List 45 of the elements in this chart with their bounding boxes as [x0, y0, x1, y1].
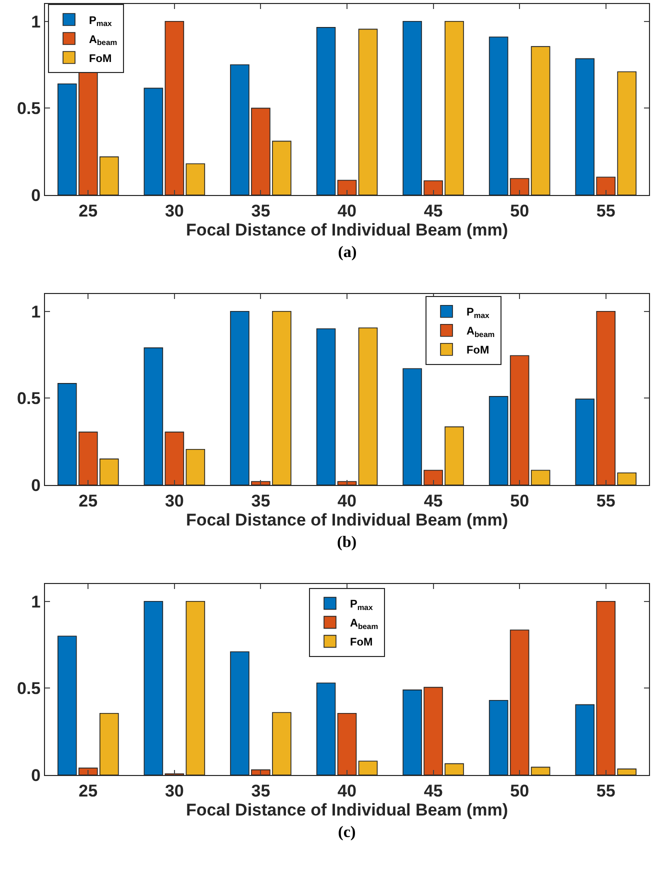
- legend-label: A$_{beam}$: [466, 326, 495, 340]
- x-tick-label: 45: [424, 781, 443, 800]
- x-tick-label: 40: [338, 201, 356, 220]
- legend-label: P$_{max}$: [350, 598, 374, 612]
- x-tick-label: 35: [251, 781, 270, 800]
- text: (c): [338, 824, 356, 841]
- y-tick-label: 1: [31, 302, 41, 322]
- x-tick-label: 45: [424, 491, 443, 510]
- legend-label: FoM: [350, 636, 373, 649]
- legend-label: P$_{max}$: [466, 306, 490, 320]
- x-tick-label: 50: [510, 781, 530, 800]
- x-tick-label: 45: [424, 201, 443, 220]
- x-tick-label: 30: [164, 491, 184, 510]
- x-tick-label: 25: [78, 201, 98, 220]
- x-tick-label: 50: [510, 201, 530, 220]
- legend-label: A$_{beam}$: [89, 34, 118, 48]
- y-tick-label: 1: [31, 592, 41, 612]
- x-tick-label: 55: [596, 491, 616, 510]
- x-tick-label: 35: [251, 491, 270, 510]
- y-tick-label: 0: [31, 476, 41, 495]
- y-tick-label: 0.5: [16, 389, 41, 408]
- legend-label: FoM: [466, 344, 490, 357]
- x-tick-label: 55: [596, 781, 616, 800]
- x-tick-label: 35: [251, 201, 270, 220]
- x-tick-label: 25: [78, 781, 98, 800]
- y-tick-label: 0: [31, 186, 41, 205]
- legend-label: FoM: [89, 52, 112, 65]
- legend-label: A$_{beam}$: [350, 618, 378, 631]
- text: (a): [338, 244, 357, 261]
- x-tick-label: 30: [164, 781, 184, 800]
- x-axis-title: Focal Distance of Individual Beam (mm): [186, 510, 508, 530]
- x-tick-label: 30: [164, 201, 184, 220]
- x-tick-label: 50: [510, 491, 530, 510]
- x-axis-title: Focal Distance of Individual Beam (mm): [186, 800, 508, 820]
- y-tick-label: 1: [31, 12, 41, 32]
- legend-label: P$_{max}$: [89, 14, 112, 28]
- text: (b): [337, 534, 357, 551]
- x-axis-title: Focal Distance of Individual Beam (mm): [186, 220, 508, 240]
- x-tick-label: 25: [78, 491, 98, 510]
- x-tick-label: 40: [338, 781, 356, 800]
- x-tick-label: 40: [338, 491, 356, 510]
- x-tick-label: 55: [596, 201, 616, 220]
- y-tick-label: 0.5: [16, 679, 41, 698]
- y-tick-label: 0.5: [16, 99, 41, 118]
- y-tick-label: 0: [31, 766, 41, 785]
